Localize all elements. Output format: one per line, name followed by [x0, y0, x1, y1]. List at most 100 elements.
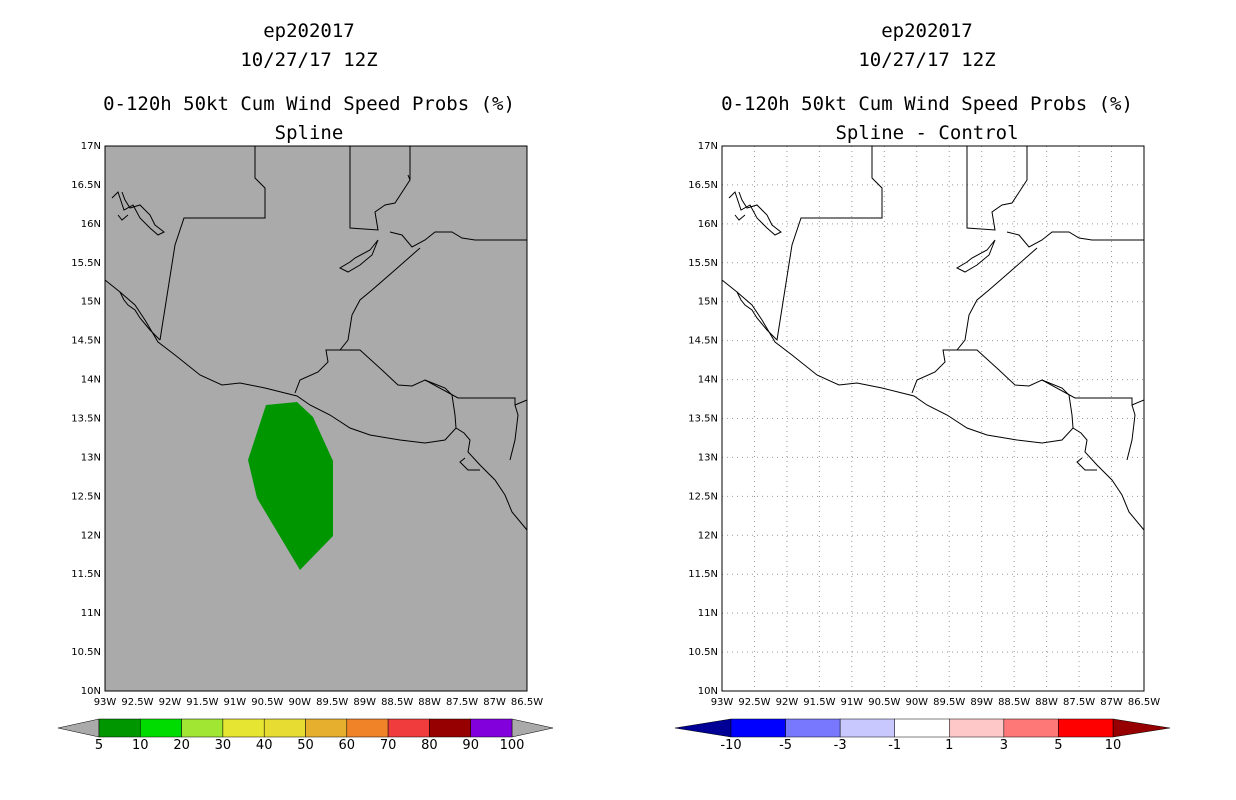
right-panel: ep202017 10/27/17 12Z 0-120h 50kt Cum Wi…	[674, 20, 1171, 753]
lon-label: 90W	[905, 697, 928, 708]
lon-label: 88.5W	[998, 697, 1030, 708]
colorbar-swatch	[98, 718, 141, 738]
lon-label: 86.5W	[1128, 697, 1160, 708]
right-colorbar: -10 -5 -3 -1 1 3 5 10	[674, 718, 1171, 753]
colorbar-swatch	[839, 718, 895, 738]
colorbar-label: 30	[215, 738, 232, 753]
lon-label: 86.5W	[511, 697, 543, 708]
colorbar-swatch	[894, 718, 950, 738]
lat-label: 11.5N	[71, 569, 101, 580]
right-coastlines	[721, 146, 1145, 531]
colorbar-right-arrow	[511, 718, 554, 738]
colorbar-left-arrow	[57, 718, 100, 738]
lon-label: 88W	[1035, 697, 1058, 708]
lon-label: 87.5W	[1063, 697, 1095, 708]
left-coastlines	[104, 146, 528, 531]
colorbar-label: 5	[95, 738, 103, 753]
colorbar-swatch	[140, 718, 182, 738]
lon-label: 90.5W	[868, 697, 900, 708]
right-lat-labels: 17N 16.5N 16N 15.5N 15N 14.5N 14N 13.5N 13N 12.5N…	[688, 141, 718, 697]
colorbar-label: -3	[834, 738, 847, 753]
left-title-line1: ep202017	[263, 20, 355, 42]
left-subtitle: Spline	[275, 122, 344, 144]
colorbar-right-arrow	[1112, 718, 1171, 738]
colorbar-swatch	[429, 718, 471, 738]
colorbar-label: 10	[132, 738, 149, 753]
lat-label: 10N	[81, 686, 101, 697]
lon-label: 91W	[841, 697, 864, 708]
colorbar-label: 50	[297, 738, 314, 753]
lon-label: 92.5W	[738, 697, 770, 708]
lat-label: 13.5N	[688, 414, 718, 425]
left-panel: ep202017 10/27/17 12Z 0-120h 50kt Cum Wi…	[57, 20, 554, 753]
right-gridlines	[722, 146, 1144, 691]
lat-label: 15N	[698, 297, 718, 308]
lat-label: 16N	[81, 219, 101, 230]
lat-label: 15.5N	[688, 258, 718, 269]
colorbar-swatch	[305, 718, 348, 738]
right-subtitle: Spline - Control	[835, 122, 1018, 144]
lat-label: 14N	[698, 375, 718, 386]
lon-label: 87W	[1100, 697, 1123, 708]
colorbar-swatch	[346, 718, 389, 738]
lon-label: 89W	[353, 697, 376, 708]
colorbar-label: 1	[945, 738, 953, 753]
right-title-line2: 10/27/17 12Z	[858, 49, 995, 71]
colorbar-swatch	[181, 718, 224, 738]
lon-label: 92W	[159, 697, 182, 708]
left-map-background	[105, 146, 527, 691]
colorbar-label: -10	[720, 738, 741, 753]
colorbar-label: -5	[779, 738, 792, 753]
colorbar-label: 70	[380, 738, 397, 753]
lon-label: 87.5W	[446, 697, 478, 708]
lat-label: 12.5N	[688, 491, 718, 502]
left-lat-labels: 17N 16.5N 16N 15.5N 15N 14.5N 14N 13.5N 13N 12.5N…	[71, 141, 101, 697]
left-title-line2: 10/27/17 12Z	[240, 49, 377, 71]
lat-label: 13.5N	[71, 414, 101, 425]
right-title-line1: ep202017	[881, 20, 973, 42]
lon-label: 89W	[970, 697, 993, 708]
colorbar-label: 90	[462, 738, 479, 753]
lat-label: 10.5N	[71, 647, 101, 658]
left-map: 17N 16.5N 16N 15.5N 15N 14.5N 14N 13.5N 13N 12.5N…	[71, 141, 543, 708]
lon-label: 90W	[288, 697, 311, 708]
right-map-frame	[721, 145, 1145, 692]
right-map: 17N 16.5N 16N 15.5N 15N 14.5N 14N 13.5N 13N 12.5N…	[688, 141, 1160, 708]
lat-label: 14.5N	[71, 336, 101, 347]
lat-label: 11N	[698, 608, 718, 619]
colorbar-label: 100	[500, 738, 525, 753]
colorbar-swatch	[949, 718, 1005, 738]
lat-label: 11.5N	[688, 569, 718, 580]
lat-label: 10.5N	[688, 647, 718, 658]
colorbar-label: 40	[256, 738, 273, 753]
colorbar-label: 5	[1054, 738, 1062, 753]
left-lon-labels: 93W 92.5W 92W 91.5W 91W 90.5W 90W 89.5W 89W 88.5W…	[94, 697, 544, 708]
probability-region	[248, 402, 333, 570]
lat-label: 13N	[81, 452, 101, 463]
lat-label: 12N	[698, 530, 718, 541]
colorbar-label: 80	[421, 738, 438, 753]
lat-label: 12N	[81, 530, 101, 541]
left-title-line3: 0-120h 50kt Cum Wind Speed Probs (%)	[103, 93, 515, 115]
lat-label: 13N	[698, 452, 718, 463]
lat-label: 17N	[81, 141, 101, 152]
right-title-line3: 0-120h 50kt Cum Wind Speed Probs (%)	[721, 93, 1133, 115]
colorbar-swatch	[1058, 718, 1114, 738]
lon-label: 89.5W	[316, 697, 348, 708]
right-lon-labels: 93W 92.5W 92W 91.5W 91W 90.5W 90W 89.5W 89W 88.5W…	[711, 697, 1161, 708]
lon-label: 91.5W	[186, 697, 218, 708]
colorbar-label: 20	[173, 738, 190, 753]
lat-label: 15N	[81, 297, 101, 308]
lon-label: 91.5W	[803, 697, 835, 708]
colorbar-label: 60	[339, 738, 356, 753]
colorbar-swatch	[222, 718, 265, 738]
lon-label: 93W	[711, 697, 734, 708]
lon-label: 88W	[418, 697, 441, 708]
lon-label: 90.5W	[251, 697, 283, 708]
lon-label: 89.5W	[933, 697, 965, 708]
colorbar-swatch	[785, 718, 841, 738]
colorbar-swatch	[730, 718, 786, 738]
colorbar-label: -1	[888, 738, 901, 753]
lon-label: 92W	[776, 697, 799, 708]
lon-label: 87W	[483, 697, 506, 708]
